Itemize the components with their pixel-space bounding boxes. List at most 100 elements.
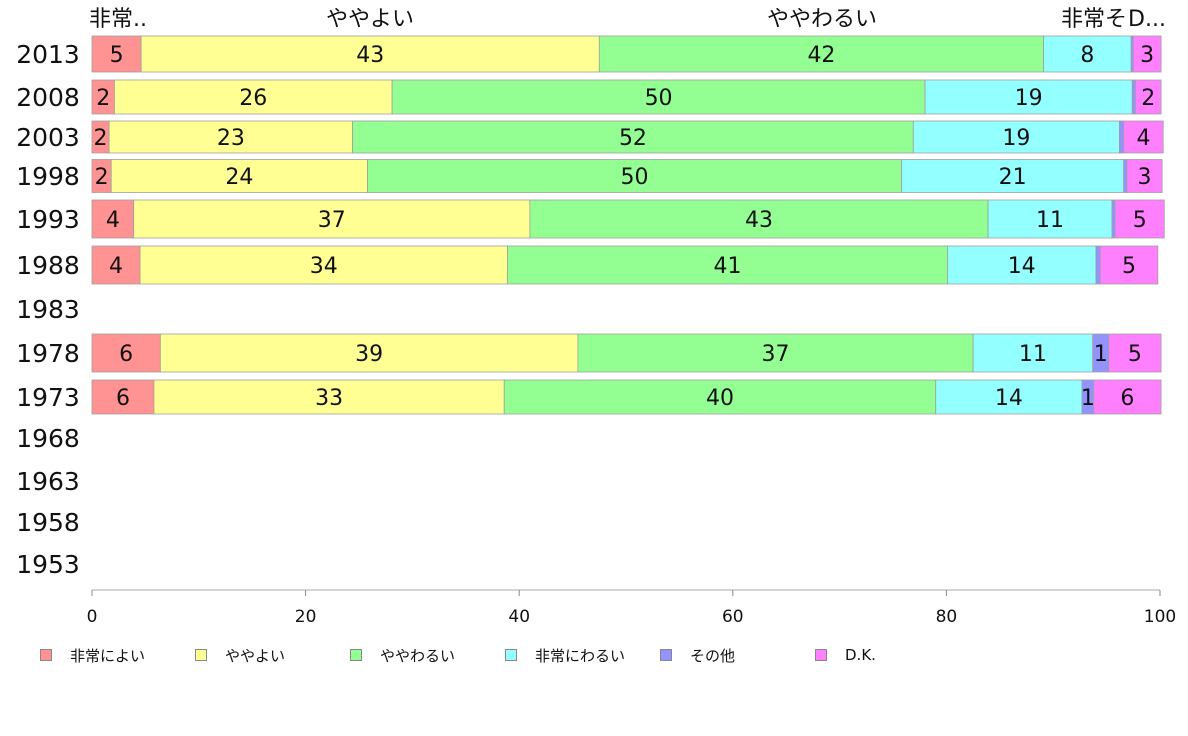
data-label: 5 xyxy=(1128,342,1142,367)
data-label: 42 xyxy=(807,43,835,68)
bar-segment xyxy=(1123,159,1128,193)
data-label: 6 xyxy=(1120,386,1134,411)
y-tick-label: 1958 xyxy=(16,508,80,537)
bar-segment xyxy=(91,379,155,415)
bar-segment xyxy=(987,199,1113,239)
data-label: 23 xyxy=(217,126,245,151)
y-tick-label: 1968 xyxy=(16,424,80,453)
bar-segment xyxy=(1131,79,1136,115)
data-label: 5 xyxy=(1133,208,1147,233)
data-label: 50 xyxy=(621,165,649,190)
data-label: 37 xyxy=(762,342,790,367)
data-label: 14 xyxy=(1008,254,1036,279)
data-label: 43 xyxy=(745,208,773,233)
x-tick-label: 40 xyxy=(508,607,530,627)
x-tick-label: 100 xyxy=(1144,607,1176,627)
data-label: 21 xyxy=(999,165,1027,190)
data-label: 2 xyxy=(1141,86,1155,111)
bar-segment xyxy=(140,35,600,73)
bar-segment xyxy=(352,120,914,154)
bar-segment xyxy=(114,79,393,115)
data-label: 3 xyxy=(1140,43,1154,68)
data-label: 6 xyxy=(116,386,130,411)
data-label: 2 xyxy=(94,126,108,151)
y-tick-label: 1988 xyxy=(16,251,80,280)
bar-segment xyxy=(1095,245,1101,285)
legend-item: D.K. xyxy=(815,645,876,665)
data-label: 24 xyxy=(225,165,253,190)
legend-label: 非常によい xyxy=(70,646,146,665)
bar-segment xyxy=(110,159,368,193)
bar-segment xyxy=(901,159,1125,193)
bar-segment xyxy=(91,333,161,373)
data-label: 8 xyxy=(1080,43,1094,68)
data-label: 5 xyxy=(1122,254,1136,279)
y-axis-labels: 2013 2008 2003 1998 1993 1988 1983 1978 1973 1968… xyxy=(16,40,80,579)
bar-segment xyxy=(529,199,989,239)
legend-item: 非常にわるい xyxy=(505,645,625,665)
y-tick-label: 1998 xyxy=(16,162,80,191)
data-label: 43 xyxy=(356,43,384,68)
bar-segment xyxy=(598,35,1044,73)
top-series-labels: 非常.. ややよい ややわるい 非常そ D... xyxy=(89,7,1166,32)
data-label: 37 xyxy=(318,208,346,233)
bar-segment xyxy=(1126,159,1163,193)
data-label: 11 xyxy=(1036,208,1064,233)
y-tick-label: 1953 xyxy=(16,550,80,579)
bar-segment xyxy=(972,333,1094,373)
data-label: 26 xyxy=(239,86,267,111)
top-series-label: 非常.. xyxy=(89,7,147,32)
data-label: 1 xyxy=(1081,386,1095,411)
legend-swatch xyxy=(660,649,672,661)
bar-segment xyxy=(1108,333,1162,373)
legend-item: ややわるい xyxy=(350,645,455,665)
data-label: 50 xyxy=(645,86,673,111)
bar-segment xyxy=(367,159,902,193)
bar-segment xyxy=(391,79,926,115)
legend-swatch xyxy=(40,649,52,661)
data-label: 3 xyxy=(1138,165,1152,190)
legend: 非常によい ややよい ややわるい 非常にわるい その他 D.K. xyxy=(40,645,1140,667)
data-label: 2 xyxy=(96,86,110,111)
data-label: 39 xyxy=(355,342,383,367)
data-label: 33 xyxy=(315,386,343,411)
bars: 5 43 42 8 32 26 50 19 22 23 52 19 42 24 50 21 34 37 43 11 54… xyxy=(91,35,1165,415)
legend-item: 非常によい xyxy=(40,645,145,665)
y-tick-label: 2008 xyxy=(16,83,80,112)
data-label: 11 xyxy=(1019,342,1047,367)
legend-label: ややよい xyxy=(225,646,286,665)
bar-segment xyxy=(1119,120,1125,154)
data-label: 19 xyxy=(1002,126,1030,151)
data-label: 4 xyxy=(106,208,120,233)
data-label: 34 xyxy=(310,254,338,279)
bar-segment xyxy=(924,79,1133,115)
x-tick-label: 0 xyxy=(87,607,98,627)
top-series-label: 非常そ xyxy=(1061,7,1127,32)
y-tick-label: 1993 xyxy=(16,205,80,234)
data-label: 19 xyxy=(1015,86,1043,111)
top-series-label: ややよい xyxy=(326,7,414,32)
y-tick-label: 1978 xyxy=(16,339,80,368)
data-label: 52 xyxy=(619,126,647,151)
data-label: 4 xyxy=(1136,126,1150,151)
bar-segment xyxy=(153,379,505,415)
x-tick-label: 80 xyxy=(936,607,958,627)
bar-segment xyxy=(1114,199,1165,239)
data-label: 41 xyxy=(713,254,741,279)
x-tick-label: 20 xyxy=(295,607,317,627)
bar-segment xyxy=(1123,120,1164,154)
bar-segment xyxy=(1043,35,1132,73)
bar-segment xyxy=(91,35,142,73)
bar-segment xyxy=(91,199,135,239)
top-series-label: ややわるい xyxy=(767,7,877,32)
data-label: 6 xyxy=(119,342,133,367)
legend-label: ややわるい xyxy=(380,646,456,665)
legend-swatch xyxy=(195,649,207,661)
legend-label: D.K. xyxy=(845,646,876,664)
legend-item: その他 xyxy=(660,645,735,665)
bar-segment xyxy=(507,245,948,285)
y-tick-label: 1963 xyxy=(16,467,80,496)
legend-label: 非常にわるい xyxy=(535,646,626,665)
bar-segment xyxy=(133,199,531,239)
legend-swatch xyxy=(350,649,362,661)
